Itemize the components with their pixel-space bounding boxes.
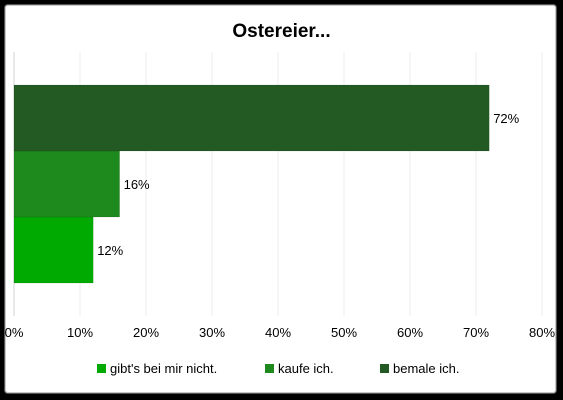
x-tick-label: 60% bbox=[397, 325, 423, 340]
x-axis-ticks: 0% 10% 20% 30% 40% 50% 60% 70% 80% bbox=[5, 325, 556, 340]
bar-0 bbox=[13, 216, 94, 284]
x-tick-label: 0% bbox=[5, 325, 24, 340]
x-tick-label: 10% bbox=[67, 325, 93, 340]
legend-label-1: kaufe ich. bbox=[278, 361, 334, 376]
x-tick-label: 20% bbox=[133, 325, 159, 340]
legend-swatch-2 bbox=[380, 364, 389, 373]
x-tick-label: 40% bbox=[265, 325, 291, 340]
bars bbox=[13, 84, 490, 284]
data-labels: 12% 16% 72% bbox=[97, 111, 519, 258]
data-label-0: 12% bbox=[97, 243, 123, 258]
bar-2 bbox=[13, 84, 490, 152]
legend-label-2: bemale ich. bbox=[393, 361, 459, 376]
legend-swatch-1 bbox=[265, 364, 274, 373]
data-label-1: 16% bbox=[124, 177, 150, 192]
bar-1 bbox=[13, 150, 120, 218]
x-tick-label: 50% bbox=[331, 325, 357, 340]
x-tick-label: 70% bbox=[463, 325, 489, 340]
chart-title: Ostereier... bbox=[232, 21, 330, 42]
legend-label-0: gibt's bei mir nicht. bbox=[110, 361, 217, 376]
data-label-2: 72% bbox=[493, 111, 519, 126]
legend-swatch-0 bbox=[97, 364, 106, 373]
x-tick-label: 80% bbox=[529, 325, 555, 340]
legend: gibt's bei mir nicht. kaufe ich. bemale ic… bbox=[97, 361, 459, 376]
x-tick-label: 30% bbox=[199, 325, 225, 340]
